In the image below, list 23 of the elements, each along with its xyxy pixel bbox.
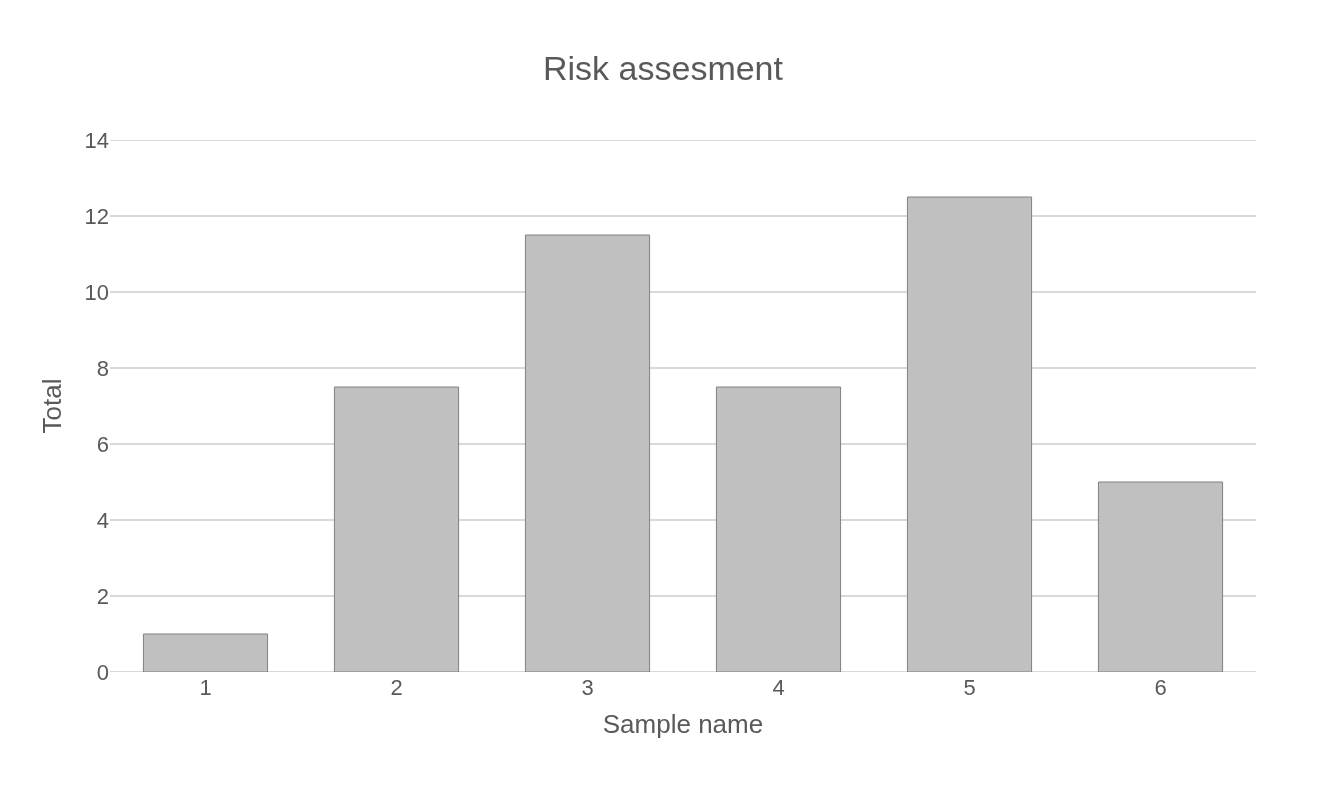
x-tick-label: 5	[963, 675, 976, 700]
bar	[142, 633, 269, 672]
x-tick-label: 2	[390, 675, 403, 700]
y-axis-title: Total	[36, 378, 67, 434]
y-tick-label: 6	[96, 431, 109, 457]
x-axis-title: Sample name	[602, 708, 764, 739]
x-tick-label: 3	[581, 675, 594, 700]
bar	[715, 386, 842, 672]
bar	[1097, 481, 1224, 672]
chart-title: Risk assesment	[543, 48, 784, 87]
y-tick-label: 8	[96, 355, 109, 381]
y-tick-label: 14	[84, 127, 109, 153]
bar	[524, 234, 651, 672]
y-tick-label: 12	[84, 203, 109, 229]
x-tick-label: 1	[199, 675, 212, 700]
y-tick-label: 2	[96, 583, 109, 609]
bar	[333, 386, 460, 672]
y-tick-label: 0	[96, 659, 109, 685]
x-tick-label: 6	[1154, 675, 1167, 700]
bar	[906, 196, 1033, 672]
y-tick-label: 4	[96, 507, 109, 533]
x-tick-label: 4	[772, 675, 785, 700]
y-tick-label: 10	[84, 279, 109, 305]
